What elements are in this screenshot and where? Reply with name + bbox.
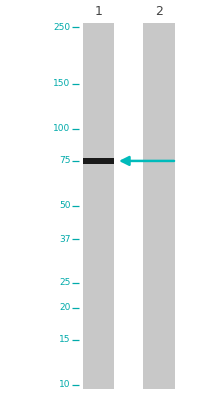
Text: 20: 20 — [59, 303, 70, 312]
Text: 100: 100 — [53, 124, 70, 134]
Bar — [143, 23, 174, 389]
Text: 15: 15 — [59, 335, 70, 344]
Text: 2: 2 — [154, 5, 162, 18]
Text: 75: 75 — [59, 156, 70, 166]
Text: 1: 1 — [94, 5, 102, 18]
Bar — [82, 23, 114, 389]
Text: 25: 25 — [59, 278, 70, 288]
Text: 250: 250 — [53, 23, 70, 32]
Text: 150: 150 — [53, 80, 70, 88]
Bar — [82, 158, 114, 164]
Text: 10: 10 — [59, 380, 70, 389]
Text: 50: 50 — [59, 202, 70, 210]
Text: 37: 37 — [59, 235, 70, 244]
